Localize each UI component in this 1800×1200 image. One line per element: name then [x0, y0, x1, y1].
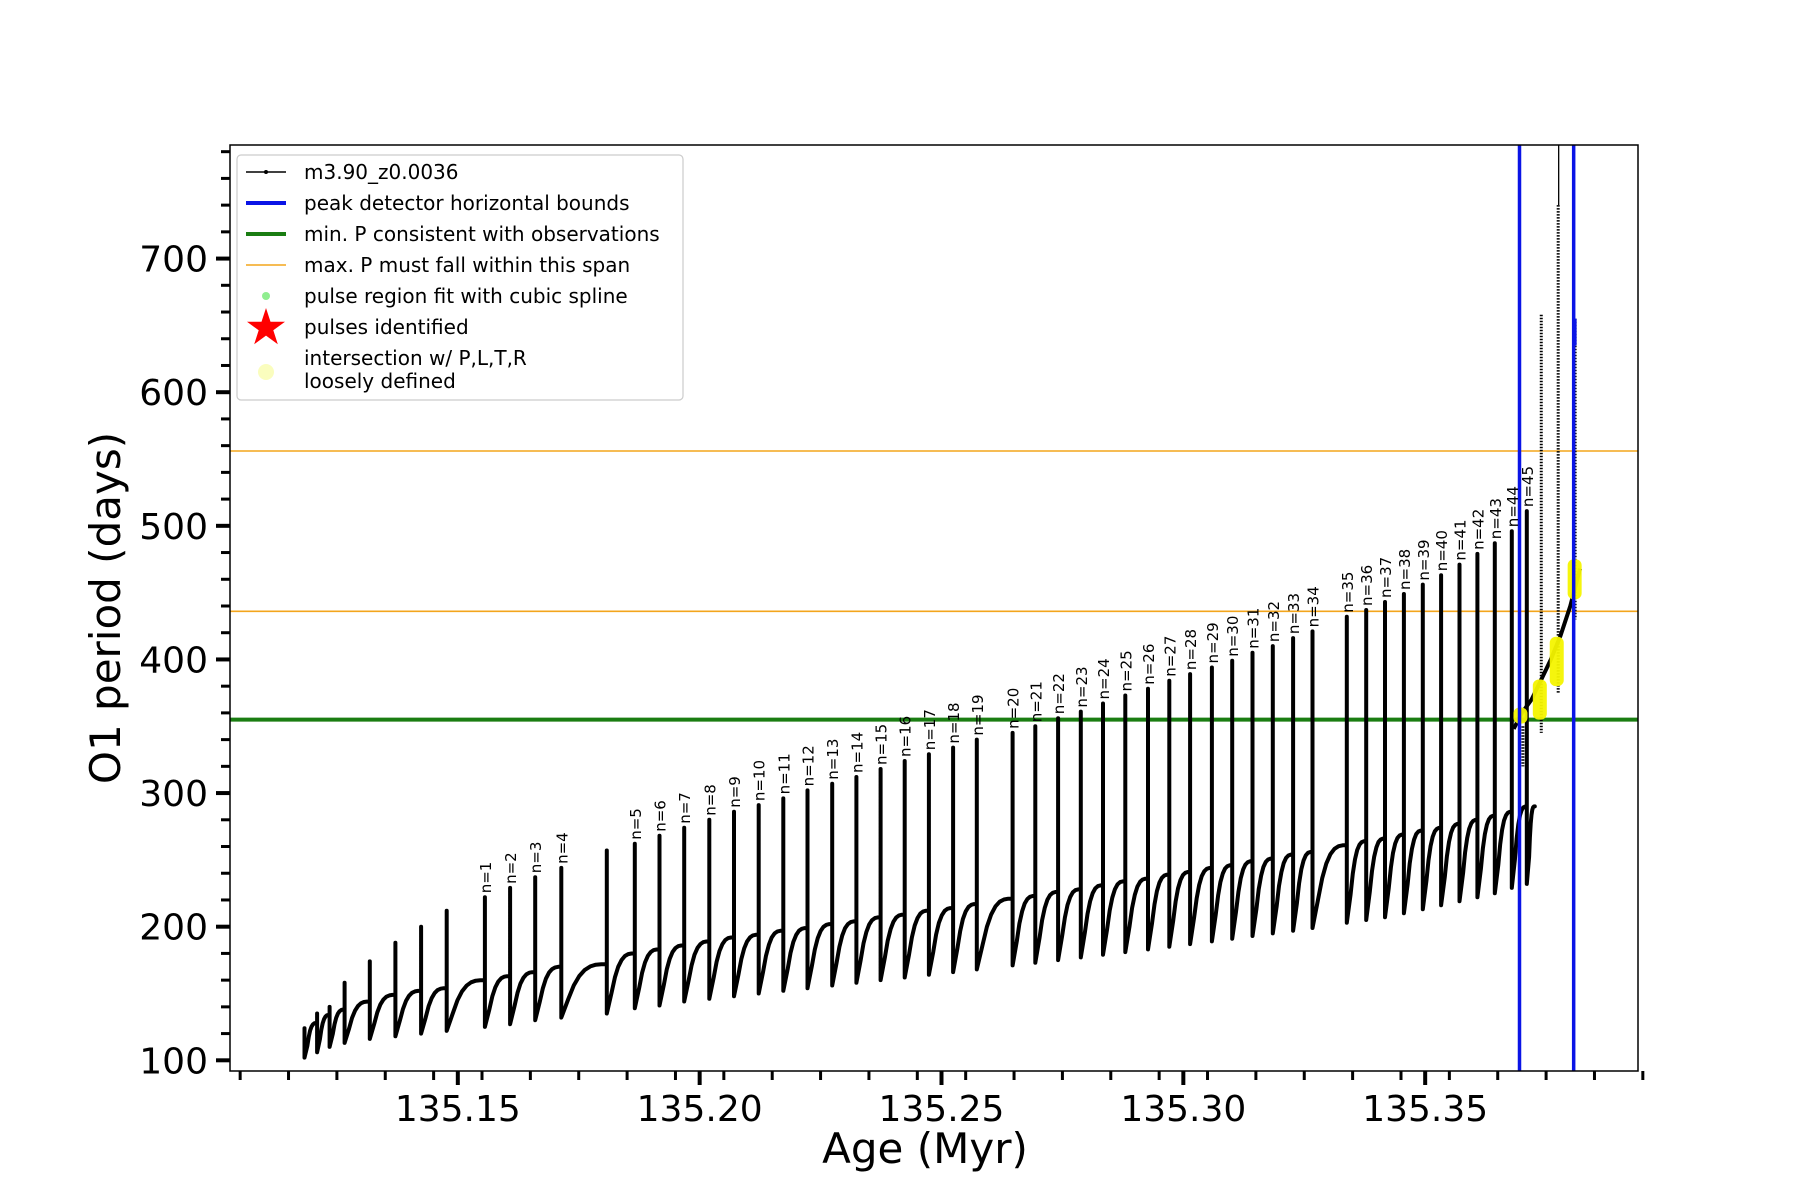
pulse-label: n=6	[652, 800, 670, 832]
legend-label-intersection: intersection w/ P,L,T,R	[304, 346, 527, 370]
y-axis-title: O1 period (days)	[81, 432, 130, 784]
pulse-label: n=27	[1161, 636, 1179, 677]
pulse-label: n=23	[1073, 666, 1091, 707]
pulse-label: n=44	[1504, 486, 1522, 527]
pulse-label: n=39	[1415, 539, 1433, 580]
y-tick-label: 600	[139, 373, 208, 414]
peak-detector-bounds	[1517, 145, 1576, 1071]
legend-label-spline: pulse region fit with cubic spline	[304, 284, 628, 308]
pulse-label: n=21	[1027, 681, 1045, 722]
pulse-label: n=41	[1452, 519, 1470, 560]
pulse-label: n=32	[1265, 601, 1283, 642]
pulse-label: n=28	[1182, 629, 1200, 670]
pulse-label: n=45	[1519, 466, 1537, 507]
pulse-label: n=24	[1095, 658, 1113, 699]
pulse-label: n=7	[676, 792, 694, 824]
pulse-label: n=17	[921, 709, 939, 750]
legend-label-series: m3.90_z0.0036	[304, 160, 459, 184]
legend-swatch-star-icon	[247, 308, 285, 345]
pulse-label: n=38	[1396, 549, 1414, 590]
pulse-label: n=35	[1339, 572, 1357, 613]
pulse-label: n=3	[527, 842, 545, 874]
plot-frame	[229, 144, 1639, 1072]
pulse-label: n=42	[1469, 509, 1487, 550]
pulse-label: n=10	[751, 760, 769, 801]
legend-label-pulses: pulses identified	[304, 315, 469, 339]
legend-label-peak-detector: peak detector horizontal bounds	[304, 191, 630, 215]
y-tick-label: 500	[139, 507, 208, 548]
plot-area: n=1 n=2 n=3 n=4 n=5 n=6 n=7 n=8 n=9 n=10 n=11 n=12 n…	[230, 145, 1638, 1071]
pulse-label: n=26	[1140, 644, 1158, 685]
pulse-label: n=4	[553, 832, 571, 864]
legend-swatch-intersection-dot	[258, 364, 274, 380]
x-tick-label: 135.30	[1120, 1089, 1246, 1130]
y-tick-label: 200	[139, 908, 208, 949]
x-tick-label: 135.25	[879, 1089, 1005, 1130]
legend-label-max-period-span: max. P must fall within this span	[304, 253, 630, 277]
pulse-label: n=9	[726, 776, 744, 808]
y-axis: 100 200 300 400 500 600 700	[139, 150, 230, 1082]
pulse-label: n=14	[848, 732, 866, 773]
period-evolution-curve	[302, 509, 1537, 1060]
x-tick-label: 135.15	[395, 1089, 521, 1130]
pulse-label: n=36	[1358, 565, 1376, 606]
pulse-label: n=18	[945, 702, 963, 743]
intersection-region	[1532, 679, 1547, 720]
pulse-label: n=29	[1204, 622, 1222, 663]
pulse-label: n=12	[800, 745, 818, 786]
y-tick-label: 100	[139, 1041, 208, 1082]
pulse-label: n=33	[1285, 593, 1303, 634]
pulse-label: n=15	[873, 724, 891, 765]
pulse-label: n=19	[969, 694, 987, 735]
legend-label-intersection-line2: loosely defined	[304, 369, 456, 393]
legend-box	[236, 154, 684, 401]
pulse-labels: n=1 n=2 n=3 n=4 n=5 n=6 n=7 n=8 n=9 n=10 n=11 n=12 n…	[477, 466, 1537, 893]
pulse-label: n=37	[1377, 557, 1395, 598]
intersection-regions	[1513, 559, 1582, 724]
legend-swatch-spline-dot	[262, 292, 270, 300]
pulse-label: n=11	[775, 753, 793, 794]
pulse-label: n=1	[477, 862, 495, 894]
y-tick-label: 700	[139, 240, 208, 281]
pulse-label: n=5	[627, 808, 645, 840]
pulse-label: n=16	[897, 716, 915, 757]
pulse-label: n=43	[1487, 498, 1505, 539]
pulse-label: n=31	[1245, 608, 1263, 649]
pulse-label: n=34	[1305, 586, 1323, 627]
intersection-region	[1549, 636, 1564, 687]
pulse-label: n=2	[502, 852, 520, 884]
pulse-label: n=25	[1117, 650, 1135, 691]
pulse-label: n=40	[1433, 530, 1451, 571]
legend: m3.90_z0.0036 peak detector horizontal b…	[236, 154, 684, 401]
x-tick-label: 135.35	[1362, 1089, 1488, 1130]
x-tick-label: 135.20	[637, 1089, 763, 1130]
pulse-label: n=8	[701, 784, 719, 816]
legend-swatch-series-marker	[264, 170, 268, 174]
legend-label-min-period: min. P consistent with observations	[304, 222, 660, 246]
y-tick-label: 400	[139, 640, 208, 681]
pulse-label: n=22	[1050, 673, 1068, 714]
x-axis: 135.15 135.20 135.25 135.30 135.35	[238, 1071, 1645, 1130]
pulse-label: n=30	[1224, 616, 1242, 657]
y-tick-label: 300	[139, 774, 208, 815]
pulse-label: n=13	[824, 739, 842, 780]
pulse-label: n=20	[1005, 688, 1023, 729]
x-axis-title: Age (Myr)	[822, 1124, 1028, 1173]
